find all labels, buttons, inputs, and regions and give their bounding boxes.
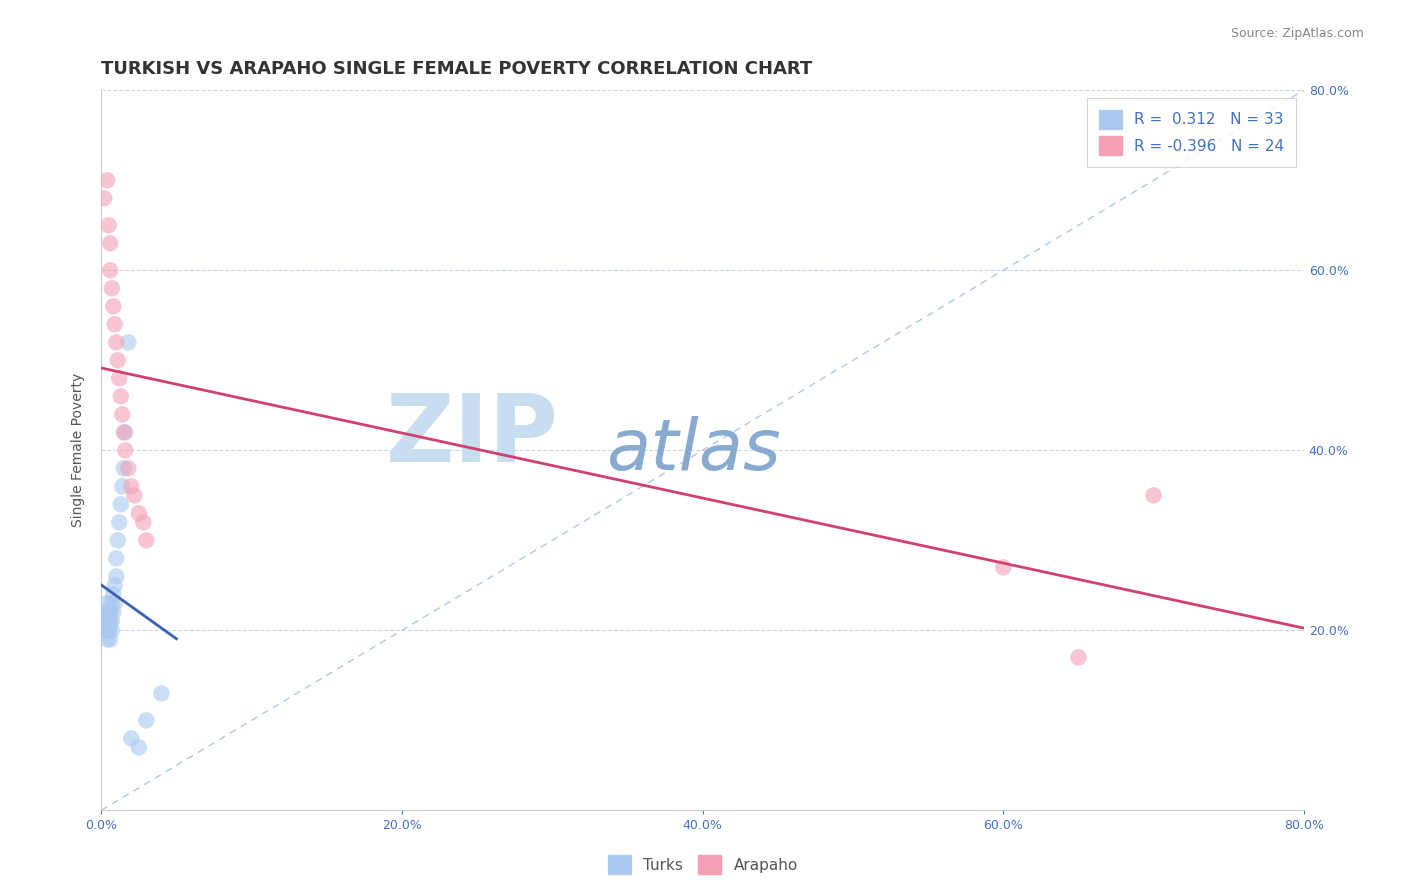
Point: [96, 596, 118, 610]
Point: [108, 516, 131, 530]
Point: [135, 714, 157, 728]
Point: [98, 615, 121, 629]
Point: [107, 353, 129, 368]
Point: [1142, 488, 1164, 502]
Point: [105, 335, 128, 350]
Point: [110, 389, 132, 403]
Point: [120, 731, 142, 746]
Text: TURKISH VS ARAPAHO SINGLE FEMALE POVERTY CORRELATION CHART: TURKISH VS ARAPAHO SINGLE FEMALE POVERTY…: [101, 60, 813, 78]
Point: [93, 615, 115, 629]
Point: [993, 560, 1015, 574]
Point: [124, 488, 146, 502]
Point: [112, 425, 135, 440]
Point: [114, 425, 136, 440]
Point: [128, 506, 150, 520]
Point: [100, 281, 122, 295]
Point: [117, 335, 139, 350]
Point: [97, 605, 120, 619]
Point: [93, 191, 115, 205]
Legend: Turks, Arapaho: Turks, Arapaho: [602, 849, 804, 880]
Text: Source: ZipAtlas.com: Source: ZipAtlas.com: [1230, 27, 1364, 40]
Point: [103, 587, 125, 601]
Point: [111, 479, 134, 493]
Point: [94, 605, 117, 619]
Point: [105, 551, 128, 566]
Point: [112, 461, 135, 475]
Point: [97, 615, 120, 629]
Point: [128, 740, 150, 755]
Point: [104, 578, 127, 592]
Point: [96, 615, 118, 629]
Point: [100, 596, 122, 610]
Point: [150, 686, 173, 700]
Point: [98, 236, 121, 251]
Point: [97, 219, 120, 233]
Point: [98, 605, 121, 619]
Text: ZIP: ZIP: [385, 390, 558, 482]
Point: [105, 569, 128, 583]
Point: [108, 371, 131, 385]
Point: [96, 173, 118, 187]
Point: [98, 632, 121, 647]
Point: [114, 443, 136, 458]
Point: [104, 596, 127, 610]
Point: [132, 516, 155, 530]
Point: [100, 615, 122, 629]
Point: [104, 318, 127, 332]
Point: [135, 533, 157, 548]
Point: [107, 533, 129, 548]
Point: [98, 263, 121, 277]
Point: [103, 605, 125, 619]
Text: atlas: atlas: [606, 416, 780, 485]
Point: [117, 461, 139, 475]
Point: [1067, 650, 1090, 665]
Point: [96, 632, 118, 647]
Point: [120, 479, 142, 493]
Point: [103, 299, 125, 313]
Point: [111, 407, 134, 421]
Point: [97, 624, 120, 638]
Point: [110, 497, 132, 511]
Y-axis label: Single Female Poverty: Single Female Poverty: [72, 373, 86, 527]
Point: [100, 624, 122, 638]
Legend: R =  0.312   N = 33, R = -0.396   N = 24: R = 0.312 N = 33, R = -0.396 N = 24: [1087, 98, 1296, 168]
Point: [97, 624, 120, 638]
Point: [94, 624, 117, 638]
